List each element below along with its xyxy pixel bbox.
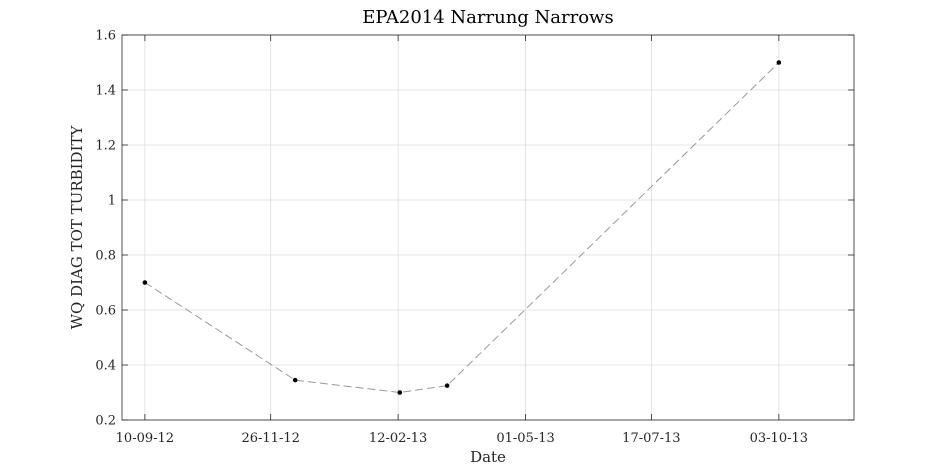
y-tick-label: 0.6 xyxy=(95,304,116,319)
y-axis-title: WQ DIAG TOT TURBIDITY xyxy=(68,124,86,329)
series-layer xyxy=(142,60,782,395)
chart-title: EPA2014 Narrung Narrows xyxy=(362,7,613,28)
x-tick-label: 03-10-13 xyxy=(750,431,808,446)
data-point xyxy=(292,377,298,383)
x-tick-label: 01-05-13 xyxy=(496,431,554,446)
x-tick-label: 26-11-12 xyxy=(241,431,299,446)
x-tick-label: 12-02-13 xyxy=(369,431,427,446)
data-point xyxy=(776,60,782,65)
y-tick-label: 1.4 xyxy=(95,84,116,99)
x-axis-title: Date xyxy=(470,448,506,466)
x-tick-label: 10-09-12 xyxy=(116,431,174,446)
y-tick-label: 1.6 xyxy=(95,29,116,44)
y-tick-label: 0.8 xyxy=(95,249,116,264)
axis-ticks: 10-09-12 26-11-12 12-02-13 01-05-13 17-07-13… xyxy=(95,29,854,446)
data-point xyxy=(397,390,403,395)
plot-area-frame xyxy=(121,34,855,421)
y-tick-label: 1.2 xyxy=(95,139,116,154)
x-tick-label: 17-07-13 xyxy=(622,431,680,446)
y-tick-label: 0.2 xyxy=(95,414,116,429)
y-tick-label: 0.4 xyxy=(95,359,116,374)
data-point xyxy=(142,280,148,285)
y-tick-label: 1 xyxy=(108,194,116,209)
data-point xyxy=(444,383,450,388)
series-line xyxy=(144,62,780,394)
